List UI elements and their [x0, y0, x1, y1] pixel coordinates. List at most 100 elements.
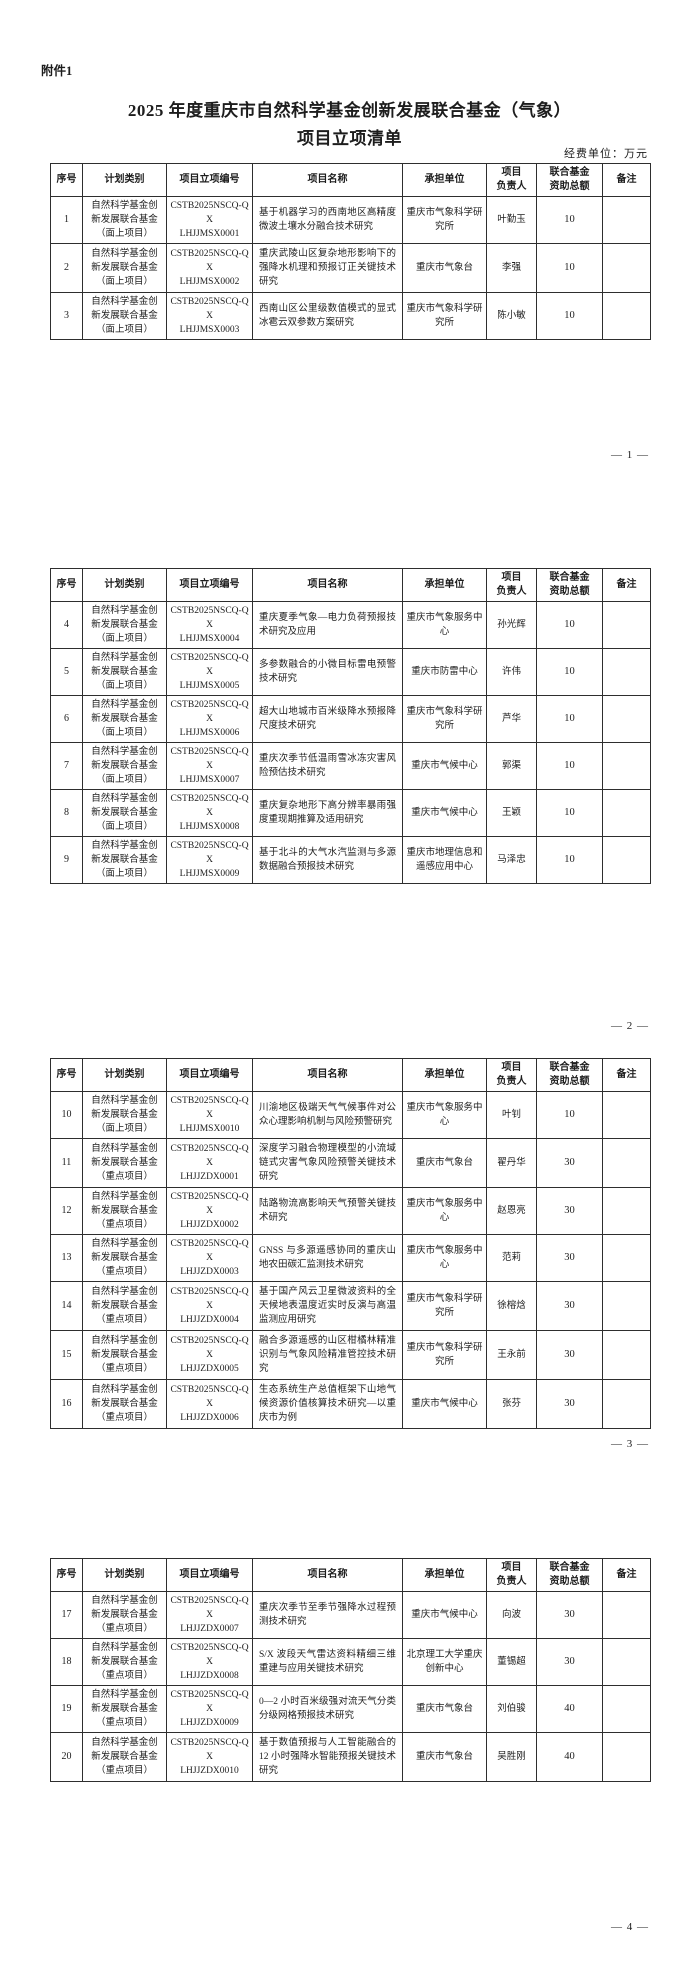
page-number-2: — 2 — [611, 1020, 649, 1032]
cell-leader: 芦华 [486, 695, 537, 743]
cell-amount: 40 [536, 1685, 603, 1733]
cell-code: CSTB2025NSCQ-QX LHJJMSX0002 [166, 243, 253, 293]
cell-org: 重庆市气候中心 [402, 789, 487, 837]
cell-note [602, 196, 651, 244]
cell-code: CSTB2025NSCQ-QX LHJJZDX0006 [166, 1379, 253, 1429]
cell-amount: 40 [536, 1732, 603, 1782]
col-header-leader: 项目 负责人 [486, 568, 537, 602]
cell-title: 多参数融合的小微目标雷电预警技术研究 [252, 648, 403, 696]
cell-org: 重庆市防雷中心 [402, 648, 487, 696]
cell-title: 基于国产风云卫星微波资料的全天候地表温度近实时反演与高温监测应用研究 [252, 1281, 403, 1331]
table-row: 20 自然科学基金创 新发展联合基金 （重点项目） CSTB2025NSCQ-QX … [50, 1732, 651, 1782]
table-row: 16 自然科学基金创 新发展联合基金 （重点项目） CSTB2025NSCQ-QX … [50, 1379, 651, 1429]
cell-note [602, 1330, 651, 1380]
cell-leader: 孙光辉 [486, 601, 537, 649]
cell-category: 自然科学基金创 新发展联合基金 （重点项目） [82, 1330, 167, 1380]
cell-org: 重庆市气象科学研究所 [402, 1330, 487, 1380]
cell-amount: 30 [536, 1591, 603, 1639]
cell-amount: 30 [536, 1281, 603, 1331]
cell-code: CSTB2025NSCQ-QX LHJJZDX0007 [166, 1591, 253, 1639]
col-header-no: 序号 [50, 568, 83, 602]
cell-amount: 30 [536, 1330, 603, 1380]
cell-no: 3 [50, 292, 83, 340]
cell-leader: 王颖 [486, 789, 537, 837]
col-header-code: 项目立项编号 [166, 568, 253, 602]
cell-category: 自然科学基金创 新发展联合基金 （面上项目） [82, 196, 167, 244]
cell-no: 16 [50, 1379, 83, 1429]
cell-amount: 10 [536, 292, 603, 340]
projects-table-section-4: 序号 计划类别 项目立项编号 项目名称 承担单位 项目 负责人 联合基金 资助总额 备注 17 自… [50, 1558, 651, 1782]
projects-table: 序号 计划类别 项目立项编号 项目名称 承担单位 项目 负责人 联合基金 资助总额 备注 17 自… [50, 1558, 651, 1782]
cell-amount: 10 [536, 648, 603, 696]
projects-table-section-2: 序号 计划类别 项目立项编号 项目名称 承担单位 项目 负责人 联合基金 资助总额 备注 4 自然… [50, 568, 651, 884]
table-row: 11 自然科学基金创 新发展联合基金 （重点项目） CSTB2025NSCQ-QX … [50, 1138, 651, 1188]
cell-title: 重庆武陵山区复杂地形影响下的强降水机理和预报订正关键技术研究 [252, 243, 403, 293]
col-header-leader: 项目 负责人 [486, 163, 537, 197]
cell-no: 14 [50, 1281, 83, 1331]
cell-title: 重庆次季节低温雨雪冰冻灾害风险预估技术研究 [252, 742, 403, 790]
cell-no: 15 [50, 1330, 83, 1380]
cell-code: CSTB2025NSCQ-QX LHJJMSX0009 [166, 836, 253, 884]
col-header-leader: 项目 负责人 [486, 1058, 537, 1092]
cell-note [602, 1091, 651, 1139]
cell-code: CSTB2025NSCQ-QX LHJJZDX0003 [166, 1234, 253, 1282]
table-row: 7 自然科学基金创 新发展联合基金 （面上项目） CSTB2025NSCQ-QX L… [50, 742, 651, 790]
cell-title: S/X 波段天气雷达资料精细三维重建与应用关键技术研究 [252, 1638, 403, 1686]
col-header-amount: 联合基金 资助总额 [536, 568, 603, 602]
cell-category: 自然科学基金创 新发展联合基金 （面上项目） [82, 648, 167, 696]
col-header-title: 项目名称 [252, 163, 403, 197]
table-row: 5 自然科学基金创 新发展联合基金 （面上项目） CSTB2025NSCQ-QX L… [50, 648, 651, 696]
cell-title: 0—2 小时百米级强对流天气分类分级网格预报技术研究 [252, 1685, 403, 1733]
projects-table-section-1: 序号 计划类别 项目立项编号 项目名称 承担单位 项目 负责人 联合基金 资助总额 备注 1 自然… [50, 163, 651, 340]
cell-leader: 赵恩亮 [486, 1187, 537, 1235]
cell-note [602, 742, 651, 790]
cell-leader: 翟丹华 [486, 1138, 537, 1188]
cell-category: 自然科学基金创 新发展联合基金 （重点项目） [82, 1638, 167, 1686]
document-title: 2025 年度重庆市自然科学基金创新发展联合基金（气象） 项目立项清单 [0, 97, 699, 153]
cell-leader: 张芬 [486, 1379, 537, 1429]
header-row: 序号 计划类别 项目立项编号 项目名称 承担单位 项目 负责人 联合基金 资助总额 备注 [50, 1058, 651, 1092]
cell-code: CSTB2025NSCQ-QX LHJJMSX0006 [166, 695, 253, 743]
projects-table: 序号 计划类别 项目立项编号 项目名称 承担单位 项目 负责人 联合基金 资助总额 备注 4 自然… [50, 568, 651, 884]
cell-org: 重庆市气象服务中心 [402, 1234, 487, 1282]
col-header-amount: 联合基金 资助总额 [536, 1058, 603, 1092]
cell-category: 自然科学基金创 新发展联合基金 （重点项目） [82, 1281, 167, 1331]
cell-code: CSTB2025NSCQ-QX LHJJMSX0010 [166, 1091, 253, 1139]
header-row: 序号 计划类别 项目立项编号 项目名称 承担单位 项目 负责人 联合基金 资助总额 备注 [50, 163, 651, 197]
cell-code: CSTB2025NSCQ-QX LHJJMSX0001 [166, 196, 253, 244]
cell-note [602, 648, 651, 696]
table-row: 19 自然科学基金创 新发展联合基金 （重点项目） CSTB2025NSCQ-QX … [50, 1685, 651, 1733]
cell-category: 自然科学基金创 新发展联合基金 （重点项目） [82, 1685, 167, 1733]
cell-title: 基于北斗的大气水汽监测与多源数据融合预报技术研究 [252, 836, 403, 884]
cell-code: CSTB2025NSCQ-QX LHJJZDX0005 [166, 1330, 253, 1380]
cell-code: CSTB2025NSCQ-QX LHJJZDX0004 [166, 1281, 253, 1331]
cell-code: CSTB2025NSCQ-QX LHJJMSX0007 [166, 742, 253, 790]
col-header-note: 备注 [602, 163, 651, 197]
cell-note [602, 1281, 651, 1331]
col-header-code: 项目立项编号 [166, 1558, 253, 1592]
cell-no: 18 [50, 1638, 83, 1686]
cell-org: 重庆市气候中心 [402, 1591, 487, 1639]
cell-code: CSTB2025NSCQ-QX LHJJZDX0010 [166, 1732, 253, 1782]
cell-no: 2 [50, 243, 83, 293]
col-header-category: 计划类别 [82, 568, 167, 602]
projects-table: 序号 计划类别 项目立项编号 项目名称 承担单位 项目 负责人 联合基金 资助总额 备注 10 自… [50, 1058, 651, 1429]
cell-leader: 马泽忠 [486, 836, 537, 884]
header-row: 序号 计划类别 项目立项编号 项目名称 承担单位 项目 负责人 联合基金 资助总额 备注 [50, 1558, 651, 1592]
cell-code: CSTB2025NSCQ-QX LHJJMSX0003 [166, 292, 253, 340]
table-row: 10 自然科学基金创 新发展联合基金 （面上项目） CSTB2025NSCQ-QX … [50, 1091, 651, 1139]
cell-org: 重庆市地理信息和遥感应用中心 [402, 836, 487, 884]
cell-no: 1 [50, 196, 83, 244]
col-header-category: 计划类别 [82, 1558, 167, 1592]
table-row: 13 自然科学基金创 新发展联合基金 （重点项目） CSTB2025NSCQ-QX … [50, 1234, 651, 1282]
cell-org: 重庆市气象科学研究所 [402, 695, 487, 743]
cell-org: 北京理工大学重庆创新中心 [402, 1638, 487, 1686]
cell-amount: 30 [536, 1638, 603, 1686]
cell-org: 重庆市气象台 [402, 1732, 487, 1782]
cell-org: 重庆市气象科学研究所 [402, 196, 487, 244]
col-header-category: 计划类别 [82, 163, 167, 197]
table-row: 6 自然科学基金创 新发展联合基金 （面上项目） CSTB2025NSCQ-QX L… [50, 695, 651, 743]
cell-leader: 李强 [486, 243, 537, 293]
cell-leader: 叶钊 [486, 1091, 537, 1139]
